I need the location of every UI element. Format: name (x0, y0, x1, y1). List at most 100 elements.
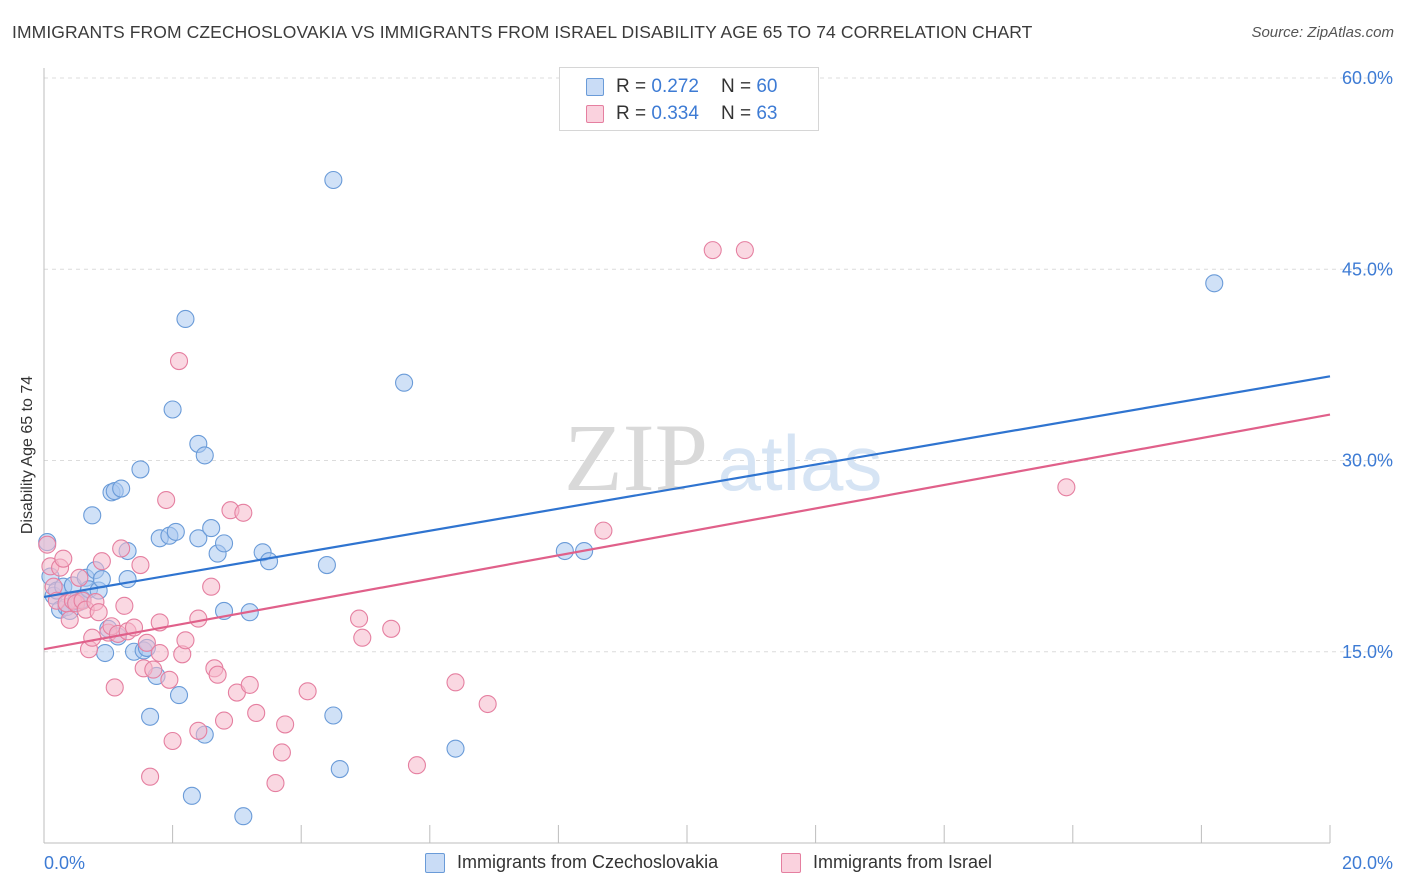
r-label: R = (616, 76, 647, 97)
point-czechoslovakia (214, 534, 234, 553)
r-label: R = (616, 103, 647, 124)
n-value: 63 (756, 103, 778, 124)
grid-lines (44, 77, 1392, 653)
y-tick-label: 30.0% (1342, 451, 1393, 471)
point-israel (735, 241, 754, 260)
source-label: Source: ZipAtlas.com (1251, 24, 1394, 41)
point-czechoslovakia (317, 555, 336, 575)
watermark-zip: ZIP (564, 404, 708, 511)
point-czechoslovakia (259, 552, 279, 571)
point-czechoslovakia (131, 460, 150, 479)
point-israel (176, 631, 195, 650)
point-israel (137, 633, 156, 652)
y-tick-label: 15.0% (1342, 642, 1393, 662)
chart-title: IMMIGRANTS FROM CZECHOSLOVAKIA VS IMMIGR… (12, 22, 1033, 42)
legend-label: Immigrants from Czechoslovakia (457, 852, 719, 872)
trend-line-israel (43, 413, 1331, 651)
point-israel (350, 609, 369, 628)
point-israel (353, 628, 372, 647)
legend-swatch-czechoslovakia (586, 78, 604, 96)
point-israel (144, 660, 163, 679)
legend-row-czechoslovakia: R = 0.272 N = 60 (586, 75, 777, 99)
point-czechoslovakia (555, 541, 574, 561)
point-czechoslovakia (446, 739, 465, 758)
point-czechoslovakia (141, 707, 160, 726)
point-czechoslovakia (83, 506, 102, 525)
point-czechoslovakia (166, 522, 185, 541)
legend-item-israel: Immigrants from Israel (781, 852, 992, 873)
point-israel (157, 490, 176, 510)
trend-lines (43, 375, 1331, 651)
point-israel (189, 721, 208, 740)
point-israel (407, 756, 426, 775)
n-label: N = (720, 103, 752, 124)
point-israel (266, 774, 285, 793)
point-czechoslovakia (112, 479, 131, 498)
point-israel (38, 535, 57, 554)
y-tick-label: 45.0% (1342, 259, 1393, 279)
point-czechoslovakia (96, 643, 115, 663)
point-israel (446, 673, 465, 692)
point-czechoslovakia (1205, 274, 1224, 293)
y-tick-label: 60.0% (1342, 68, 1393, 88)
point-israel (105, 678, 124, 697)
point-czechoslovakia (195, 446, 214, 465)
point-israel (131, 555, 150, 575)
data-points (38, 170, 1224, 826)
point-israel (163, 731, 182, 751)
point-czechoslovakia (182, 786, 201, 805)
point-czechoslovakia (176, 309, 195, 329)
point-israel (89, 603, 108, 622)
point-czechoslovakia (189, 529, 208, 548)
correlation-legend: R = 0.272 N = 60 R = 0.334 N = 63 (559, 67, 819, 131)
point-czechoslovakia (395, 373, 414, 392)
legend-row-israel: R = 0.334 N = 63 (586, 102, 777, 126)
watermark-atlas: atlas (718, 419, 883, 507)
point-czechoslovakia (118, 570, 137, 589)
point-czechoslovakia (163, 400, 182, 419)
x-tick-label: 0.0% (44, 853, 85, 873)
point-israel (141, 767, 160, 786)
point-israel (214, 711, 234, 730)
point-czechoslovakia (169, 686, 189, 705)
point-israel (208, 665, 227, 684)
r-value: 0.334 (651, 103, 699, 124)
point-israel (594, 521, 613, 540)
point-israel (240, 675, 259, 694)
point-czechoslovakia (234, 807, 253, 826)
axes (43, 68, 1331, 844)
n-label: N = (720, 76, 752, 97)
point-israel (83, 628, 102, 647)
point-israel (703, 241, 722, 260)
series-legend: Immigrants from Czechoslovakia Immigrant… (0, 850, 1406, 878)
legend-swatch-israel (586, 105, 604, 123)
point-israel (150, 643, 169, 663)
point-israel (160, 670, 179, 689)
x-tick-label: 20.0% (1342, 853, 1393, 873)
r-value: 0.272 (651, 76, 699, 97)
point-israel (112, 539, 131, 558)
point-czechoslovakia (324, 170, 343, 190)
point-israel (202, 577, 221, 596)
point-israel (189, 609, 208, 628)
point-israel (60, 610, 79, 629)
legend-label: Immigrants from Israel (813, 852, 993, 872)
point-czechoslovakia (330, 759, 349, 779)
legend-swatch-israel (781, 852, 801, 873)
point-israel (247, 703, 266, 723)
point-israel (54, 549, 73, 568)
point-israel (272, 743, 291, 762)
point-israel (1057, 478, 1076, 497)
point-israel (234, 503, 253, 522)
point-israel (115, 596, 134, 615)
point-israel (70, 568, 89, 587)
legend-swatch-czechoslovakia (425, 852, 445, 873)
point-czechoslovakia (324, 706, 343, 725)
legend-item-czechoslovakia: Immigrants from Czechoslovakia (425, 852, 718, 873)
point-israel (298, 682, 317, 701)
n-value: 60 (756, 76, 778, 97)
point-czechoslovakia (202, 519, 221, 538)
point-israel (92, 552, 111, 571)
trend-line-czechoslovakia (43, 375, 1331, 599)
